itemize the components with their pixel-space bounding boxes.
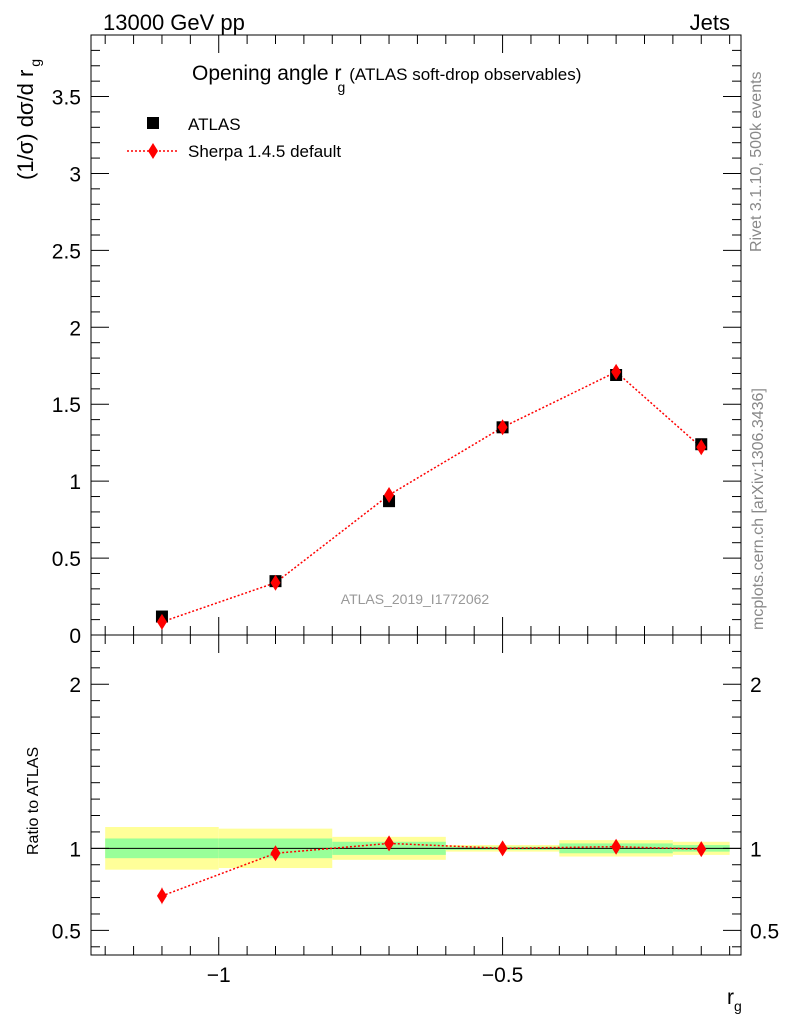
- legend-sherpa-label: Sherpa 1.4.5 default: [188, 142, 341, 161]
- x-tick-label: −0.5: [482, 964, 523, 987]
- ratio-xlabel-sub: g: [734, 998, 742, 1014]
- ratio-sherpa-point: [384, 835, 395, 852]
- ratio-ylabel-group: Ratio to ATLAS: [25, 747, 42, 855]
- ratio-sherpa-point: [611, 838, 622, 855]
- main-y-tick-label: 1: [69, 471, 81, 494]
- main-ylabel-group: (1/σ) dσ/d r g: [13, 59, 43, 180]
- x-tick-label: −1: [207, 964, 231, 987]
- sherpa-point: [156, 613, 167, 630]
- sherpa-point: [696, 439, 707, 456]
- ratio-sherpa-point: [156, 887, 167, 904]
- ratio-sherpa-point: [270, 845, 281, 862]
- rivet-label: Rivet 3.1.10, 500k events: [748, 71, 765, 252]
- main-panel: 0 0.5 1 1.5 2 2.5 3 3.5: [52, 34, 742, 648]
- rivet-label-group: Rivet 3.1.10, 500k events: [748, 71, 765, 252]
- chart-title-main: Opening angle r: [192, 62, 341, 85]
- ratio-y-tick-label-right: 0.5: [750, 920, 779, 943]
- main-ylabel-text: (1/σ) dσ/d r: [13, 70, 38, 180]
- ratio-y-tick-label-right: 2: [750, 674, 762, 697]
- main-ylabel-sub: g: [27, 59, 43, 67]
- sherpa-point: [384, 487, 395, 503]
- ratio-y-tick-label: 1: [69, 838, 81, 861]
- chart-title: Opening angle r g(ATLAS soft-drop observa…: [192, 62, 581, 95]
- ratio-y-tick-label: 0.5: [52, 920, 81, 943]
- ratio-xlabel-text: r: [727, 986, 734, 1009]
- process-label: Jets: [690, 10, 730, 35]
- ratio-xlabel: rg: [727, 986, 742, 1014]
- main-y-tick-label: 2: [69, 317, 81, 340]
- chart-title-sub: g: [337, 79, 345, 95]
- legend-sherpa-marker: [148, 143, 158, 159]
- ratio-frame: [90, 634, 742, 956]
- main-y-tick-label: 3.5: [52, 87, 81, 110]
- chart-title-suffix: (ATLAS soft-drop observables): [349, 65, 581, 84]
- main-y-tick-label: 3: [69, 163, 81, 186]
- sherpa-point: [611, 363, 622, 380]
- sherpa-point: [497, 419, 508, 436]
- main-y-tick-label: 0: [69, 625, 81, 648]
- analysis-id: ATLAS_2019_I1772062: [341, 591, 490, 607]
- main-y-tick-label: 2.5: [52, 240, 81, 263]
- legend-atlas-marker: [147, 117, 159, 129]
- ratio-y-tick-label: 2: [69, 674, 81, 697]
- mcplots-label-group: mcplots.cern.ch [arXiv:1306.3436]: [750, 388, 767, 630]
- ratio-sherpa-point: [497, 840, 508, 857]
- main-y-tick-label: 0.5: [52, 548, 81, 571]
- legend: ATLAS Sherpa 1.4.5 default: [127, 115, 341, 161]
- ratio-sherpa-line: [161, 842, 702, 897]
- main-ylabel: (1/σ) dσ/d r g: [13, 59, 43, 180]
- sherpa-line: [161, 371, 702, 623]
- ratio-panel: −1 −0.5 0.5 0.5 1 1 2 2: [52, 634, 779, 987]
- sherpa-point: [270, 574, 281, 591]
- ratio-ylabel: Ratio to ATLAS: [25, 747, 42, 855]
- legend-atlas-label: ATLAS: [188, 115, 241, 134]
- main-y-tick-label: 1.5: [52, 394, 81, 417]
- ratio-y-tick-label-right: 1: [750, 838, 762, 861]
- ratio-sherpa-point: [696, 841, 707, 858]
- mcplots-label: mcplots.cern.ch [arXiv:1306.3436]: [750, 388, 767, 630]
- energy-label: 13000 GeV pp: [103, 10, 245, 35]
